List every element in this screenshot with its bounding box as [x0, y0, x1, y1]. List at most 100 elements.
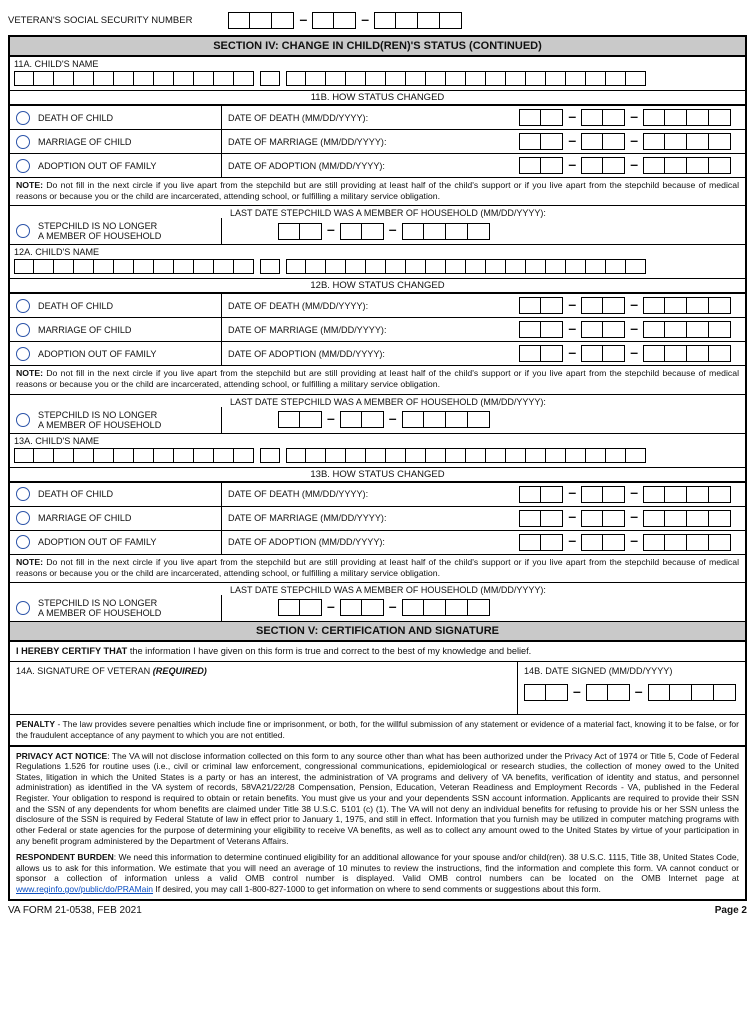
marriage-date-dd[interactable]: [581, 133, 625, 150]
marriage-date-dd[interactable]: [581, 321, 625, 338]
section4-header: SECTION IV: CHANGE IN CHILD(REN)'S STATU…: [10, 37, 745, 56]
marriage-date-dd[interactable]: [581, 510, 625, 527]
certify-rest: the information I have given on this for…: [127, 646, 531, 656]
death-date-mm[interactable]: [519, 297, 563, 314]
adoption-radio-label: ADOPTION OUT OF FAMILY: [38, 161, 156, 171]
marriage-date-mm[interactable]: [519, 510, 563, 527]
signature-field[interactable]: 14A. SIGNATURE OF VETERAN (REQUIRED): [10, 662, 518, 714]
marriage-date-yyyy[interactable]: [643, 133, 731, 150]
radio-icon[interactable]: [16, 487, 30, 501]
adoption-date-dd[interactable]: [581, 534, 625, 551]
death-date-yyyy[interactable]: [643, 486, 731, 503]
adoption-date-dd[interactable]: [581, 345, 625, 362]
reginfo-link[interactable]: www.reginfo.gov/public/do/PRAMain: [16, 884, 153, 894]
page-footer: VA FORM 21-0538, FEB 2021 Page 2: [8, 905, 747, 916]
death-date-dd[interactable]: [581, 109, 625, 126]
lastdate-label: LAST DATE STEPCHILD WAS A MEMBER OF HOUS…: [10, 394, 745, 407]
adoption-date-dd[interactable]: [581, 157, 625, 174]
stepchild-lastdate-dd[interactable]: [340, 599, 384, 616]
death-radio-cell[interactable]: DEATH OF CHILD: [10, 483, 222, 506]
adoption-radio-label: ADOPTION OUT OF FAMILY: [38, 537, 156, 547]
death-date-mm[interactable]: [519, 109, 563, 126]
marriage-date-yyyy[interactable]: [643, 510, 731, 527]
death-date-label: DATE OF DEATH (MM/DD/YYYY):: [228, 489, 368, 499]
radio-icon[interactable]: [16, 601, 30, 615]
marriage-radio-cell[interactable]: MARRIAGE OF CHILD: [10, 318, 222, 341]
how-status-changed-header: 13B. HOW STATUS CHANGED: [10, 467, 745, 482]
date-signed-field: 14B. DATE SIGNED (MM/DD/YYYY) – –: [518, 662, 745, 714]
radio-icon[interactable]: [16, 535, 30, 549]
stepchild-lastdate-dd[interactable]: [340, 223, 384, 240]
death-radio-label: DEATH OF CHILD: [38, 113, 113, 123]
death-date-label: DATE OF DEATH (MM/DD/YYYY):: [228, 301, 368, 311]
radio-icon[interactable]: [16, 111, 30, 125]
child-name-grid[interactable]: [10, 69, 745, 90]
certify-row: I HEREBY CERTIFY THAT the information I …: [10, 641, 745, 662]
death-radio-cell[interactable]: DEATH OF CHILD: [10, 106, 222, 129]
death-radio-label: DEATH OF CHILD: [38, 301, 113, 311]
privacy-para: PRIVACY ACT NOTICE: The VA will not disc…: [10, 747, 745, 851]
page-number: Page 2: [715, 905, 747, 916]
ssn-part2[interactable]: [312, 12, 356, 29]
marriage-date-yyyy[interactable]: [643, 321, 731, 338]
child-name-label: 13A. CHILD'S NAME: [10, 433, 745, 446]
respondent-text1: : We need this information to determine …: [16, 852, 739, 883]
ssn-part1[interactable]: [228, 12, 294, 29]
marriage-radio-label: MARRIAGE OF CHILD: [38, 513, 131, 523]
stepchild-radio-cell[interactable]: STEPCHILD IS NO LONGERA MEMBER OF HOUSEH…: [10, 218, 222, 244]
stepchild-lastdate-mm[interactable]: [278, 223, 322, 240]
stepchild-radio-cell[interactable]: STEPCHILD IS NO LONGERA MEMBER OF HOUSEH…: [10, 407, 222, 433]
date-signed-mm[interactable]: [524, 684, 568, 701]
date-signed-yyyy[interactable]: [648, 684, 736, 701]
death-date-yyyy[interactable]: [643, 297, 731, 314]
adoption-date-mm[interactable]: [519, 534, 563, 551]
death-date-yyyy[interactable]: [643, 109, 731, 126]
child-name-label: 11A. CHILD'S NAME: [10, 56, 745, 69]
child-name-grid[interactable]: [10, 257, 745, 278]
marriage-radio-cell[interactable]: MARRIAGE OF CHILD: [10, 130, 222, 153]
adoption-radio-cell[interactable]: ADOPTION OUT OF FAMILY: [10, 531, 222, 554]
adoption-date-yyyy[interactable]: [643, 157, 731, 174]
adoption-date-yyyy[interactable]: [643, 345, 731, 362]
penalty-bold: PENALTY: [16, 719, 55, 729]
date-signed-dd[interactable]: [586, 684, 630, 701]
child-name-grid[interactable]: [10, 446, 745, 467]
section5-header: SECTION V: CERTIFICATION AND SIGNATURE: [10, 621, 745, 641]
lastdate-label: LAST DATE STEPCHILD WAS A MEMBER OF HOUS…: [10, 582, 745, 595]
stepchild-lastdate-yyyy[interactable]: [402, 411, 490, 428]
stepchild-lastdate-yyyy[interactable]: [402, 599, 490, 616]
stepchild-note: NOTE: Do not fill in the next circle if …: [10, 554, 745, 582]
adoption-date-yyyy[interactable]: [643, 534, 731, 551]
death-date-dd[interactable]: [581, 297, 625, 314]
marriage-radio-cell[interactable]: MARRIAGE OF CHILD: [10, 507, 222, 530]
stepchild-label: STEPCHILD IS NO LONGERA MEMBER OF HOUSEH…: [38, 221, 161, 241]
stepchild-lastdate-mm[interactable]: [278, 411, 322, 428]
radio-icon[interactable]: [16, 511, 30, 525]
stepchild-lastdate-yyyy[interactable]: [402, 223, 490, 240]
marriage-date-mm[interactable]: [519, 321, 563, 338]
radio-icon[interactable]: [16, 159, 30, 173]
death-date-dd[interactable]: [581, 486, 625, 503]
radio-icon[interactable]: [16, 224, 30, 238]
radio-icon[interactable]: [16, 347, 30, 361]
stepchild-label: STEPCHILD IS NO LONGERA MEMBER OF HOUSEH…: [38, 410, 161, 430]
ssn-part3[interactable]: [374, 12, 462, 29]
penalty-para: PENALTY - The law provides severe penalt…: [10, 714, 745, 744]
death-date-mm[interactable]: [519, 486, 563, 503]
adoption-date-mm[interactable]: [519, 345, 563, 362]
adoption-radio-cell[interactable]: ADOPTION OUT OF FAMILY: [10, 342, 222, 365]
radio-icon[interactable]: [16, 413, 30, 427]
stepchild-radio-cell[interactable]: STEPCHILD IS NO LONGERA MEMBER OF HOUSEH…: [10, 595, 222, 621]
date-signed-label: 14B. DATE SIGNED (MM/DD/YYYY): [524, 666, 739, 676]
radio-icon[interactable]: [16, 323, 30, 337]
stepchild-lastdate-dd[interactable]: [340, 411, 384, 428]
radio-icon[interactable]: [16, 135, 30, 149]
form-id: VA FORM 21-0538, FEB 2021: [8, 905, 142, 916]
death-radio-cell[interactable]: DEATH OF CHILD: [10, 294, 222, 317]
stepchild-lastdate-mm[interactable]: [278, 599, 322, 616]
adoption-radio-cell[interactable]: ADOPTION OUT OF FAMILY: [10, 154, 222, 177]
radio-icon[interactable]: [16, 299, 30, 313]
adoption-date-mm[interactable]: [519, 157, 563, 174]
death-date-label: DATE OF DEATH (MM/DD/YYYY):: [228, 113, 368, 123]
marriage-date-mm[interactable]: [519, 133, 563, 150]
